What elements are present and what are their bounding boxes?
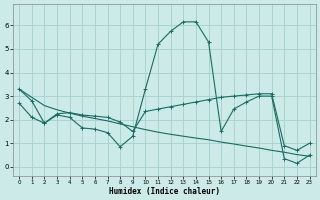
X-axis label: Humidex (Indice chaleur): Humidex (Indice chaleur) <box>109 187 220 196</box>
